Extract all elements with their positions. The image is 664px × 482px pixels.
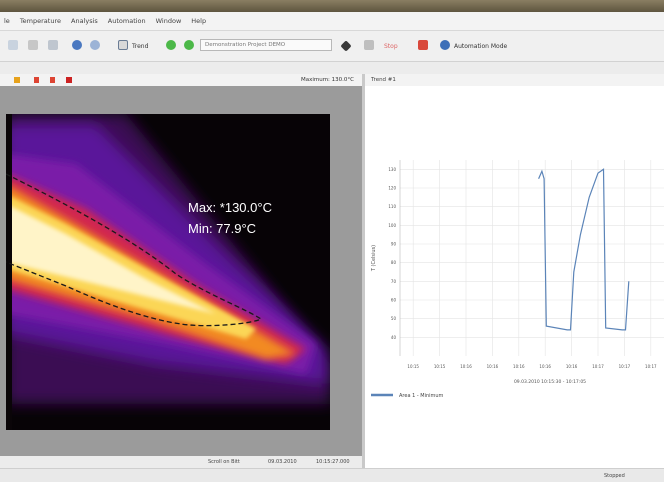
- thermal-toolbar: Maximum: 130.0°C: [0, 74, 362, 86]
- redo-icon[interactable]: [90, 40, 100, 50]
- menu-item-automation[interactable]: Automation: [107, 17, 146, 25]
- x-tick-label: 10:16: [539, 364, 551, 369]
- y-axis-label: T (Celsius): [371, 245, 377, 272]
- pencil-tool-icon[interactable]: [14, 77, 20, 83]
- red-marker-icon[interactable]: [34, 77, 39, 83]
- x-tick-label: 10:16: [487, 364, 499, 369]
- legend-label: Area 1 - Minimum: [399, 393, 444, 399]
- status-bar: Stopped: [0, 468, 664, 482]
- thermal-image-graphic: [6, 114, 330, 430]
- stop-button[interactable]: Stop: [384, 43, 398, 50]
- record-icon[interactable]: [418, 40, 428, 50]
- diamond-icon[interactable]: [340, 40, 352, 52]
- y-tick-label: 80: [391, 260, 397, 265]
- y-tick-label: 100: [388, 223, 396, 228]
- menu-item-help[interactable]: Help: [191, 17, 207, 25]
- overlay-min-temp: Min: 77.9°C: [188, 221, 257, 236]
- y-tick-label: 50: [391, 316, 397, 321]
- camera-icon[interactable]: [364, 40, 374, 50]
- menu-bar: le Temperature Analysis Automation Windo…: [0, 12, 664, 31]
- new-file-icon[interactable]: [8, 40, 18, 50]
- x-tick-label: 10:16: [513, 364, 525, 369]
- forward-green-icon[interactable]: [184, 40, 194, 50]
- x-axis-label: 09.03.2010 10:15:30 - 10:17:05: [514, 379, 586, 385]
- status-text: Stopped: [604, 473, 625, 479]
- x-tick-label: 10:17: [645, 364, 657, 369]
- overlay-max-temp: Max: *130.0°C: [188, 200, 272, 215]
- y-tick-label: 70: [391, 279, 397, 284]
- status-scroll: Scroll on Bitt: [208, 459, 240, 465]
- x-tick-label: 10:15: [407, 364, 419, 369]
- x-tick-label: 10:16: [566, 364, 578, 369]
- menu-item-analysis[interactable]: Analysis: [71, 17, 98, 25]
- menu-item-file[interactable]: le: [4, 17, 10, 25]
- device-dropdown[interactable]: Demonstration Project DEMO: [200, 39, 332, 51]
- y-tick-label: 110: [388, 204, 396, 209]
- pane-splitter[interactable]: [362, 74, 365, 468]
- chart-grid: [400, 160, 664, 356]
- delete-icon[interactable]: [66, 77, 72, 83]
- save-icon[interactable]: [48, 40, 58, 50]
- automation-icon[interactable]: [440, 40, 450, 50]
- x-tick-label: 10:17: [592, 364, 604, 369]
- max-readout: Maximum: 130.0°C: [300, 77, 354, 83]
- measure-area-outline[interactable]: [6, 114, 330, 430]
- automation-mode-button[interactable]: Automation Mode: [454, 43, 508, 50]
- series-line-area1-min: [538, 168, 630, 331]
- red-flag-icon[interactable]: [50, 77, 55, 83]
- trend-tab[interactable]: Trend #1: [371, 77, 396, 83]
- y-tick-label: 90: [391, 242, 397, 247]
- trend-panel: 40 50 60 70 80 90 100 110 120 130 10:15 10:15 10:16…: [365, 86, 664, 468]
- y-tick-label: 120: [388, 186, 396, 191]
- menu-item-window[interactable]: Window: [155, 17, 182, 25]
- trend-icon[interactable]: [118, 40, 128, 50]
- x-axis-ticks: 10:15 10:15 10:16 10:16 10:16 10:16 10:16 10:17…: [407, 364, 657, 369]
- y-axis-ticks: 40 50 60 70 80 90 100 110 120 130: [388, 167, 396, 340]
- play-green-icon[interactable]: [166, 40, 176, 50]
- trend-chart[interactable]: 40 50 60 70 80 90 100 110 120 130 10:15 10:15 10:16…: [365, 86, 664, 468]
- thermal-status-bar: Scroll on Bitt 09.03.2010 10:15:27.000: [0, 456, 362, 468]
- title-bar: [0, 0, 664, 12]
- y-tick-label: 60: [391, 298, 397, 303]
- trend-button[interactable]: Trend: [132, 43, 149, 50]
- undo-icon[interactable]: [72, 40, 82, 50]
- main-toolbar: Trend Demonstration Project DEMO Stop Au…: [0, 31, 664, 62]
- x-tick-label: 10:17: [619, 364, 631, 369]
- y-tick-label: 40: [391, 335, 397, 340]
- thermal-image[interactable]: Max: *130.0°C Min: 77.9°C: [6, 114, 330, 430]
- status-date: 09.03.2010: [268, 459, 297, 465]
- x-tick-label: 10:16: [460, 364, 472, 369]
- y-tick-label: 130: [388, 167, 396, 172]
- status-time: 10:15:27.000: [316, 459, 350, 465]
- x-tick-label: 10:15: [434, 364, 446, 369]
- open-file-icon[interactable]: [28, 40, 38, 50]
- menu-item-temperature[interactable]: Temperature: [19, 17, 61, 25]
